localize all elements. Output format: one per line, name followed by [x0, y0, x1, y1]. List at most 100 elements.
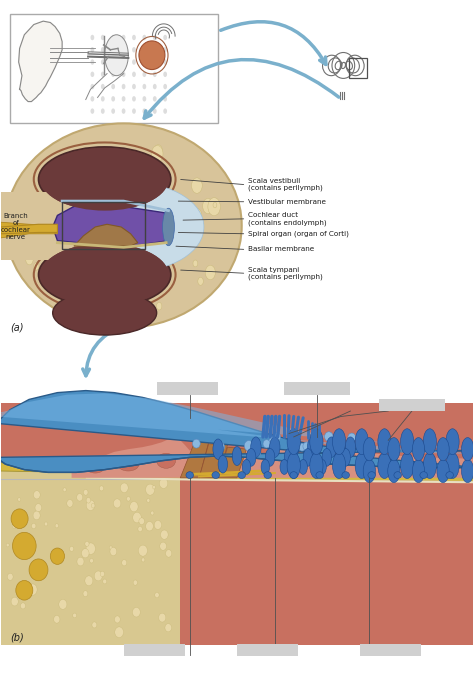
- Circle shape: [91, 35, 94, 40]
- Ellipse shape: [70, 546, 73, 551]
- Ellipse shape: [270, 437, 280, 458]
- Ellipse shape: [284, 449, 294, 466]
- FancyBboxPatch shape: [0, 191, 100, 260]
- Circle shape: [143, 109, 146, 114]
- Circle shape: [46, 261, 54, 271]
- Ellipse shape: [363, 460, 375, 483]
- Ellipse shape: [12, 595, 19, 604]
- Ellipse shape: [299, 443, 305, 451]
- Ellipse shape: [6, 538, 9, 541]
- Ellipse shape: [462, 438, 474, 461]
- Circle shape: [88, 292, 100, 309]
- Ellipse shape: [170, 523, 177, 533]
- Ellipse shape: [14, 502, 21, 511]
- Ellipse shape: [242, 460, 251, 475]
- FancyBboxPatch shape: [0, 461, 190, 645]
- Ellipse shape: [113, 499, 121, 508]
- Ellipse shape: [59, 600, 67, 609]
- Polygon shape: [0, 224, 57, 234]
- Ellipse shape: [163, 208, 174, 246]
- Circle shape: [23, 198, 32, 210]
- Circle shape: [203, 199, 213, 214]
- Ellipse shape: [379, 453, 398, 462]
- Ellipse shape: [342, 472, 349, 479]
- Circle shape: [132, 35, 136, 40]
- Circle shape: [153, 255, 157, 262]
- Ellipse shape: [280, 460, 289, 475]
- Ellipse shape: [394, 472, 401, 479]
- Ellipse shape: [446, 429, 459, 455]
- Ellipse shape: [100, 567, 108, 577]
- Ellipse shape: [195, 445, 213, 464]
- Circle shape: [176, 203, 182, 210]
- Ellipse shape: [31, 564, 35, 570]
- Ellipse shape: [326, 437, 337, 458]
- Circle shape: [111, 47, 115, 53]
- Ellipse shape: [77, 611, 81, 616]
- Circle shape: [129, 205, 134, 211]
- FancyBboxPatch shape: [156, 382, 218, 395]
- Circle shape: [34, 262, 39, 270]
- Ellipse shape: [163, 513, 170, 522]
- Ellipse shape: [45, 522, 48, 526]
- Ellipse shape: [85, 576, 93, 586]
- Ellipse shape: [90, 572, 98, 582]
- Ellipse shape: [138, 527, 142, 532]
- Circle shape: [132, 109, 136, 114]
- Ellipse shape: [115, 540, 118, 544]
- Circle shape: [91, 59, 94, 65]
- Polygon shape: [218, 447, 246, 478]
- Ellipse shape: [263, 440, 270, 448]
- Circle shape: [137, 167, 146, 179]
- Ellipse shape: [96, 494, 100, 499]
- Ellipse shape: [299, 447, 318, 460]
- Ellipse shape: [120, 490, 127, 499]
- Ellipse shape: [121, 626, 130, 637]
- Ellipse shape: [146, 522, 154, 531]
- Ellipse shape: [86, 543, 95, 555]
- Ellipse shape: [86, 497, 91, 503]
- Ellipse shape: [130, 501, 138, 512]
- Circle shape: [55, 257, 64, 270]
- Ellipse shape: [28, 584, 37, 595]
- Ellipse shape: [147, 499, 150, 503]
- Circle shape: [163, 59, 167, 65]
- Polygon shape: [0, 391, 474, 473]
- Ellipse shape: [169, 536, 175, 544]
- Ellipse shape: [13, 515, 18, 521]
- Circle shape: [146, 189, 150, 194]
- Circle shape: [154, 255, 162, 268]
- Ellipse shape: [55, 547, 59, 552]
- Ellipse shape: [105, 35, 128, 76]
- Ellipse shape: [116, 542, 123, 550]
- Circle shape: [205, 265, 215, 280]
- Circle shape: [132, 96, 136, 102]
- Ellipse shape: [165, 550, 172, 557]
- Ellipse shape: [12, 532, 36, 559]
- Circle shape: [101, 35, 105, 40]
- Ellipse shape: [318, 460, 326, 475]
- Ellipse shape: [100, 571, 105, 576]
- Circle shape: [101, 59, 105, 65]
- Circle shape: [111, 35, 115, 40]
- Circle shape: [153, 35, 156, 40]
- Circle shape: [26, 254, 33, 265]
- Circle shape: [40, 176, 51, 192]
- Circle shape: [153, 96, 156, 102]
- Ellipse shape: [168, 612, 175, 621]
- Circle shape: [85, 214, 95, 229]
- Ellipse shape: [88, 480, 92, 486]
- Circle shape: [156, 303, 162, 310]
- Ellipse shape: [355, 429, 368, 455]
- Ellipse shape: [91, 503, 95, 508]
- Circle shape: [101, 72, 105, 77]
- Ellipse shape: [192, 439, 200, 448]
- Ellipse shape: [213, 439, 223, 460]
- Ellipse shape: [154, 514, 162, 524]
- Ellipse shape: [412, 438, 425, 461]
- Ellipse shape: [420, 472, 428, 479]
- Circle shape: [122, 109, 126, 114]
- Ellipse shape: [128, 555, 134, 561]
- Ellipse shape: [423, 429, 437, 455]
- FancyBboxPatch shape: [379, 399, 445, 411]
